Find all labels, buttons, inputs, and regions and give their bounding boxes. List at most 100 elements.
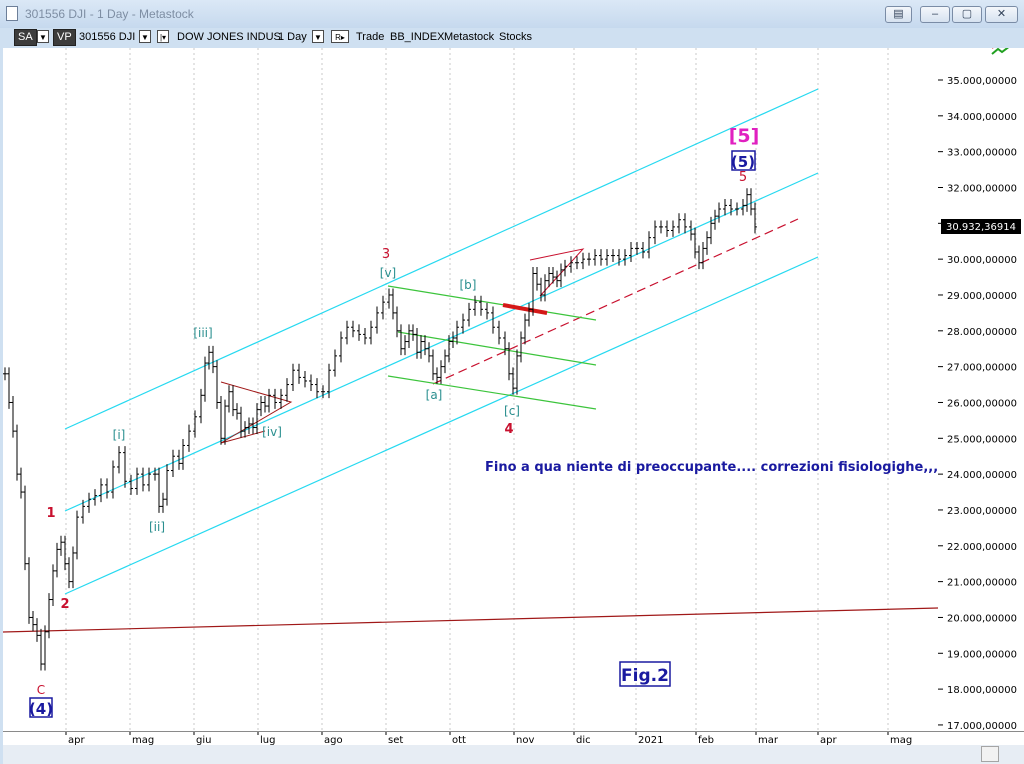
y-tick-label: 28.000,00000 bbox=[947, 327, 1017, 338]
wave-label-big-4: (4) bbox=[29, 700, 53, 718]
y-tick-label: 32.000,00000 bbox=[947, 183, 1017, 194]
green-fork-upper[interactable] bbox=[387, 285, 597, 321]
symbol-label: 301556 DJI bbox=[79, 31, 136, 43]
wave-label-5: 5 bbox=[739, 170, 747, 185]
x-tick-label: apr bbox=[68, 735, 85, 746]
minimize-button[interactable]: – bbox=[920, 6, 950, 23]
y-tick-label: 21.000,00000 bbox=[947, 578, 1017, 589]
x-tick-label: 2021 bbox=[638, 735, 663, 746]
channel-upper-line[interactable] bbox=[64, 88, 819, 430]
wave-5-box bbox=[731, 150, 756, 171]
fig-label: Fig.2 bbox=[621, 666, 669, 686]
y-tick-label: 30.000,00000 bbox=[947, 255, 1017, 266]
y-tick-label: 27.000,00000 bbox=[947, 363, 1017, 374]
y-tick-label: 23.000,00000 bbox=[947, 506, 1017, 517]
source-label: Metastock bbox=[444, 31, 495, 43]
horizontal-scrollbar[interactable] bbox=[3, 745, 1024, 764]
price-ticks: 35.000,00000 34.000,00000 33.000,00000 32.0… bbox=[938, 76, 1017, 732]
y-tick-label: 22.000,00000 bbox=[947, 542, 1017, 553]
restore-button[interactable]: ▢ bbox=[952, 6, 982, 23]
x-tick-label: feb bbox=[698, 735, 714, 746]
window-title: 301556 DJI - 1 Day - Metastock bbox=[25, 7, 194, 21]
y-tick-label: 34.000,00000 bbox=[947, 112, 1017, 123]
document-icon bbox=[6, 6, 18, 21]
time-axis: apr mag giu lug ago set ott nov dic 2021 feb mar apr… bbox=[3, 731, 1024, 746]
wave-label-i: [i] bbox=[113, 428, 126, 442]
wave-label-4: 4 bbox=[504, 422, 513, 437]
x-tick-label: nov bbox=[516, 735, 534, 746]
properties-button[interactable]: ▤ bbox=[885, 6, 912, 23]
wave-label-a: [a] bbox=[426, 388, 443, 402]
red-breakout-segment[interactable] bbox=[502, 303, 548, 315]
y-tick-label: 17.000,00000 bbox=[947, 721, 1017, 731]
x-tick-label: apr bbox=[820, 735, 837, 746]
wave-label-ii: [ii] bbox=[149, 520, 165, 534]
period-dropdown-icon[interactable]: ▼ bbox=[312, 30, 324, 43]
security-name: DOW JONES INDUS bbox=[177, 31, 281, 43]
y-tick-label: 25.000,00000 bbox=[947, 434, 1017, 445]
vertical-grid bbox=[65, 48, 889, 731]
sa-dropdown-icon[interactable]: ▼ bbox=[37, 30, 49, 43]
y-tick-label: 26.000,00000 bbox=[947, 398, 1017, 409]
wave-label-iv: [iv] bbox=[262, 425, 282, 439]
wave-label-c: C bbox=[37, 683, 45, 697]
y-tick-label: 19.000,00000 bbox=[947, 649, 1017, 660]
wave-label-big-5-magenta: [5] bbox=[729, 125, 760, 147]
y-tick-label: 33.000,00000 bbox=[947, 148, 1017, 159]
x-tick-label: mag bbox=[890, 735, 912, 746]
wave-label-b: [b] bbox=[460, 278, 477, 292]
y-tick-label: 18.000,00000 bbox=[947, 685, 1017, 696]
price-bars bbox=[3, 188, 757, 671]
wave-labels: (4) C 1 2 [i] [ii] [iii] [iv] 3 [v] [a] … bbox=[29, 125, 759, 718]
green-fork-middle[interactable] bbox=[397, 331, 597, 366]
vp-button[interactable]: VP bbox=[53, 29, 76, 46]
sa-button[interactable]: SA bbox=[14, 29, 37, 46]
price-axis: 35.000,00000 34.000,00000 33.000,00000 32.0… bbox=[938, 39, 1024, 732]
index-label: BB_INDEX bbox=[390, 31, 445, 43]
y-tick-label: 24.000,00000 bbox=[947, 470, 1017, 481]
date-ticks: apr mag giu lug ago set ott nov dic 2021 feb mar apr… bbox=[65, 732, 912, 746]
scroll-thumb[interactable] bbox=[981, 746, 999, 762]
annotation-text: Fino a qua niente di preoccupante.... co… bbox=[485, 460, 938, 475]
wave-label-v: [v] bbox=[380, 266, 396, 280]
x-tick-label: set bbox=[388, 735, 403, 746]
red-dashed-trendline[interactable] bbox=[432, 218, 799, 385]
channel-middle-line[interactable] bbox=[64, 172, 819, 512]
x-tick-label: mag bbox=[132, 735, 154, 746]
x-tick-label: lug bbox=[260, 735, 275, 746]
last-price-tag: 30.932,36914 bbox=[941, 219, 1021, 234]
trade-label: Trade bbox=[356, 31, 385, 43]
x-tick-label: ott bbox=[452, 735, 466, 746]
fig-label-box bbox=[619, 661, 671, 687]
y-tick-label: 35.000,00000 bbox=[947, 76, 1017, 87]
green-fork-lower[interactable] bbox=[387, 375, 597, 410]
channel-lower-line[interactable] bbox=[64, 256, 819, 595]
wave-4-box bbox=[29, 697, 53, 718]
indicator-dropdown-icon[interactable]: |▾ bbox=[157, 30, 169, 43]
toolbar-icon[interactable] bbox=[991, 39, 1011, 55]
wedge-triangle-1[interactable] bbox=[220, 381, 293, 444]
price-chart[interactable]: (4) C 1 2 [i] [ii] [iii] [iv] 3 [v] [a] … bbox=[3, 48, 939, 731]
x-tick-label: giu bbox=[196, 735, 211, 746]
chart-canvas[interactable]: (4) C 1 2 [i] [ii] [iii] [iv] 3 [v] [a] … bbox=[3, 48, 938, 731]
wedge-triangle-2[interactable] bbox=[529, 248, 585, 297]
category-label: Stocks bbox=[499, 31, 533, 43]
wave-label-iii: [iii] bbox=[193, 326, 212, 340]
symbol-dropdown-icon[interactable]: ▼ bbox=[139, 30, 151, 43]
x-tick-label: ago bbox=[324, 735, 343, 746]
x-tick-label: mar bbox=[758, 735, 779, 746]
period-label: 1 Day bbox=[278, 31, 307, 43]
r-dropdown[interactable]: R▸ bbox=[331, 30, 349, 43]
wave-label-c-sub: [c] bbox=[504, 404, 520, 418]
wave-label-1: 1 bbox=[46, 506, 55, 521]
x-tick-label: dic bbox=[576, 735, 591, 746]
title-bar: 301556 DJI - 1 Day - Metastock ▤ – ▢ ✕ bbox=[0, 0, 1024, 28]
close-button[interactable]: ✕ bbox=[985, 6, 1018, 23]
wave-label-big-5-blue: (5) bbox=[731, 153, 755, 171]
wave-label-2: 2 bbox=[60, 597, 69, 612]
svg-text:30.932,36914: 30.932,36914 bbox=[946, 222, 1016, 233]
y-tick-label: 29.000,00000 bbox=[947, 291, 1017, 302]
chart-toolbar: SA ▼ VP 301556 DJI ▼ |▾ DOW JONES INDUS … bbox=[0, 28, 1024, 48]
red-support-line[interactable] bbox=[3, 607, 938, 633]
